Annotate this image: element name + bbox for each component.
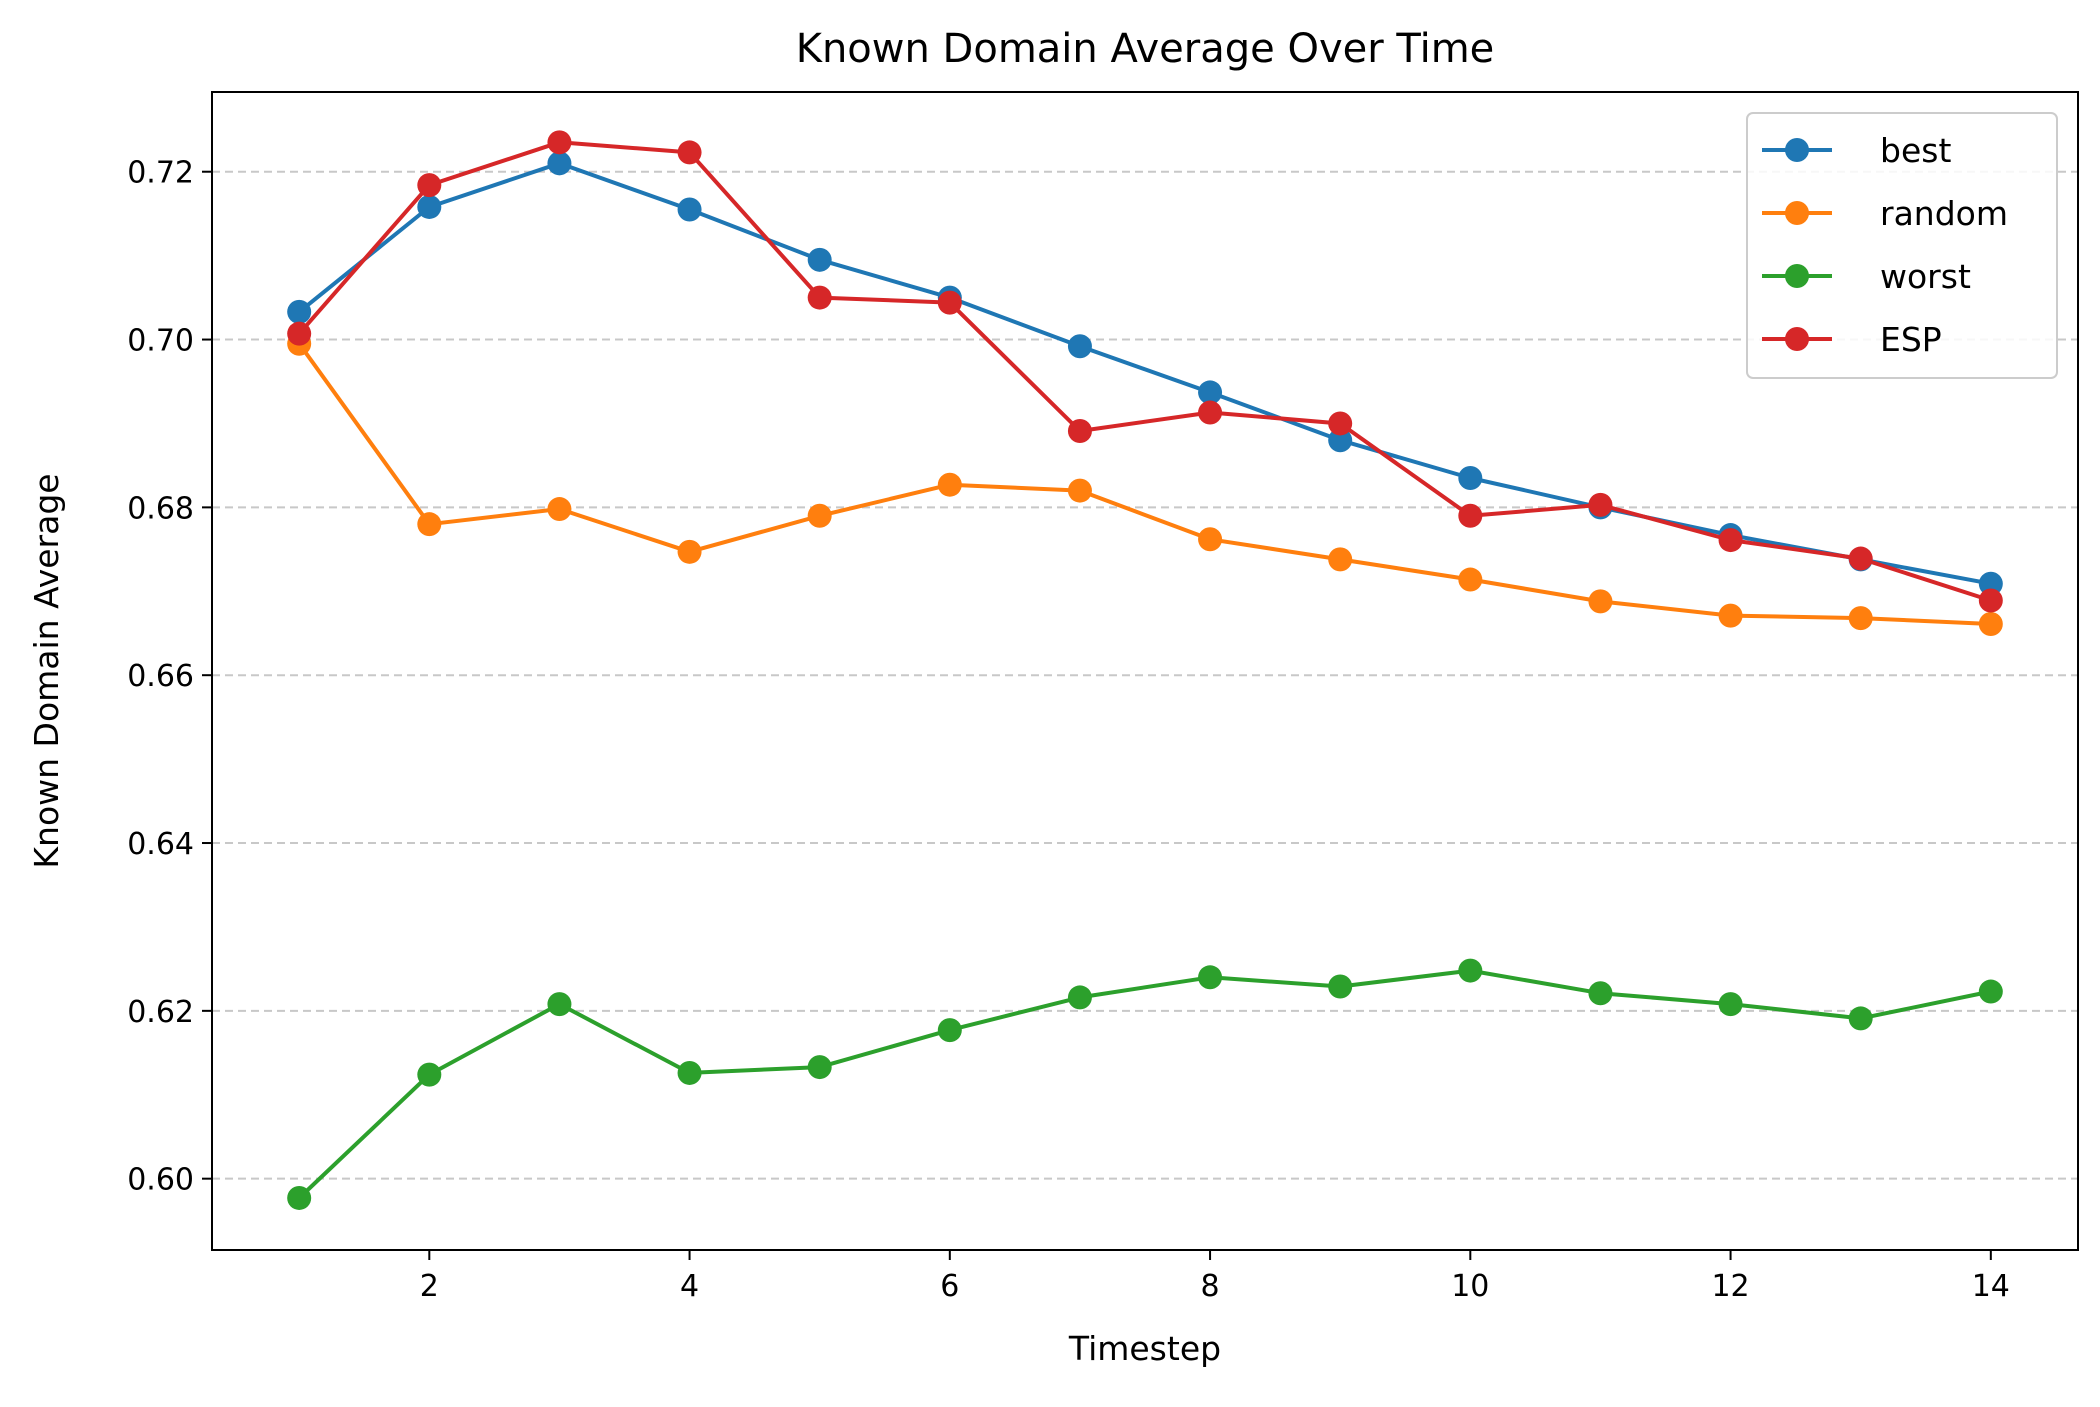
data-point (1718, 603, 1743, 628)
data-point (1458, 466, 1483, 490)
data-point (1328, 411, 1353, 436)
data-point (287, 299, 312, 324)
data-point (1848, 606, 1873, 631)
x-tick-label: 2 (420, 1269, 439, 1304)
data-point (1978, 979, 2003, 1004)
x-axis: 2 4 6 8 10 12 14 (420, 1250, 2010, 1304)
legend-item: worst (1762, 257, 1971, 296)
data-point (417, 512, 442, 537)
series-line (297, 161, 1992, 586)
data-point (677, 1060, 702, 1085)
legend-label: ESP (1880, 320, 1942, 359)
legend-swatch-marker (1785, 264, 1809, 288)
data-point (1848, 546, 1873, 571)
y-tick-label: 0.70 (127, 324, 194, 359)
data-point (1458, 503, 1483, 528)
data-point (1067, 985, 1092, 1010)
legend-box (1746, 112, 2058, 379)
legend-item: best (1762, 131, 1951, 170)
x-axis-label: Timestep (1068, 1329, 1221, 1368)
data-point (807, 503, 832, 528)
data-point (1328, 547, 1353, 572)
series-esp (287, 130, 2003, 613)
plot-frame (211, 91, 2079, 1251)
y-tick-label: 0.68 (127, 491, 194, 526)
legend-item: random (1762, 194, 2008, 233)
y-axis-label: Known Domain Average (27, 473, 66, 868)
data-point (1198, 965, 1223, 990)
x-tick-label: 8 (1201, 1269, 1220, 1304)
y-tick-label: 0.66 (127, 659, 194, 694)
legend: best random worst ESP (1746, 112, 2058, 379)
data-point (287, 1185, 312, 1210)
data-point (807, 1055, 832, 1080)
data-point (417, 173, 442, 198)
data-point (937, 290, 962, 315)
data-point (1328, 974, 1353, 999)
y-tick-label: 0.62 (127, 995, 194, 1030)
data-point (1718, 528, 1743, 553)
data-point (547, 130, 572, 155)
data-point (287, 321, 312, 346)
data-point (1067, 334, 1092, 359)
chart-title: Known Domain Average Over Time (796, 26, 1495, 72)
x-tick-label: 10 (1451, 1269, 1489, 1304)
series-layer (287, 130, 2003, 1210)
data-point (1978, 612, 2003, 637)
data-point (1978, 571, 2003, 596)
data-point (547, 992, 572, 1017)
data-point (547, 151, 572, 176)
data-point (1198, 380, 1223, 405)
data-point (807, 247, 832, 272)
data-point (1067, 478, 1092, 503)
data-point (1198, 527, 1223, 552)
series-line (297, 342, 1991, 626)
data-point (417, 1062, 442, 1087)
data-point (1978, 588, 2003, 613)
y-tick-label: 0.64 (127, 827, 194, 862)
y-tick-label: 0.60 (127, 1163, 194, 1198)
legend-label: best (1880, 131, 1951, 170)
x-tick-label: 12 (1711, 1269, 1749, 1304)
data-point (937, 472, 962, 497)
data-point (1067, 419, 1092, 444)
data-point (937, 1018, 962, 1043)
legend-item: ESP (1762, 320, 1942, 359)
data-point (1328, 428, 1353, 453)
data-point (547, 497, 572, 522)
data-point (807, 285, 832, 310)
x-tick-label: 14 (1972, 1269, 2010, 1304)
data-point (1848, 1006, 1873, 1031)
data-point (1718, 992, 1743, 1017)
data-point (1458, 958, 1483, 983)
data-point (677, 539, 702, 564)
x-tick-label: 6 (940, 1269, 959, 1304)
legend-swatch-marker (1785, 201, 1809, 225)
legend-label: worst (1880, 257, 1971, 296)
data-point (677, 140, 702, 165)
y-axis: 0.60 0.62 0.64 0.66 0.68 0.70 0.72 (127, 156, 212, 1198)
data-point (1458, 567, 1483, 592)
legend-swatch-marker (1785, 138, 1809, 162)
data-point (1588, 492, 1613, 517)
legend-swatch-marker (1785, 327, 1809, 351)
x-tick-label: 4 (680, 1269, 699, 1304)
y-tick-label: 0.72 (127, 156, 194, 191)
data-point (417, 194, 442, 219)
data-point (1198, 400, 1223, 425)
series-line (297, 140, 1992, 603)
legend-label: random (1880, 194, 2008, 233)
series-line (297, 968, 1992, 1200)
data-point (1588, 981, 1613, 1006)
data-point (677, 197, 702, 222)
series-worst (287, 958, 2003, 1210)
data-point (1588, 589, 1613, 614)
